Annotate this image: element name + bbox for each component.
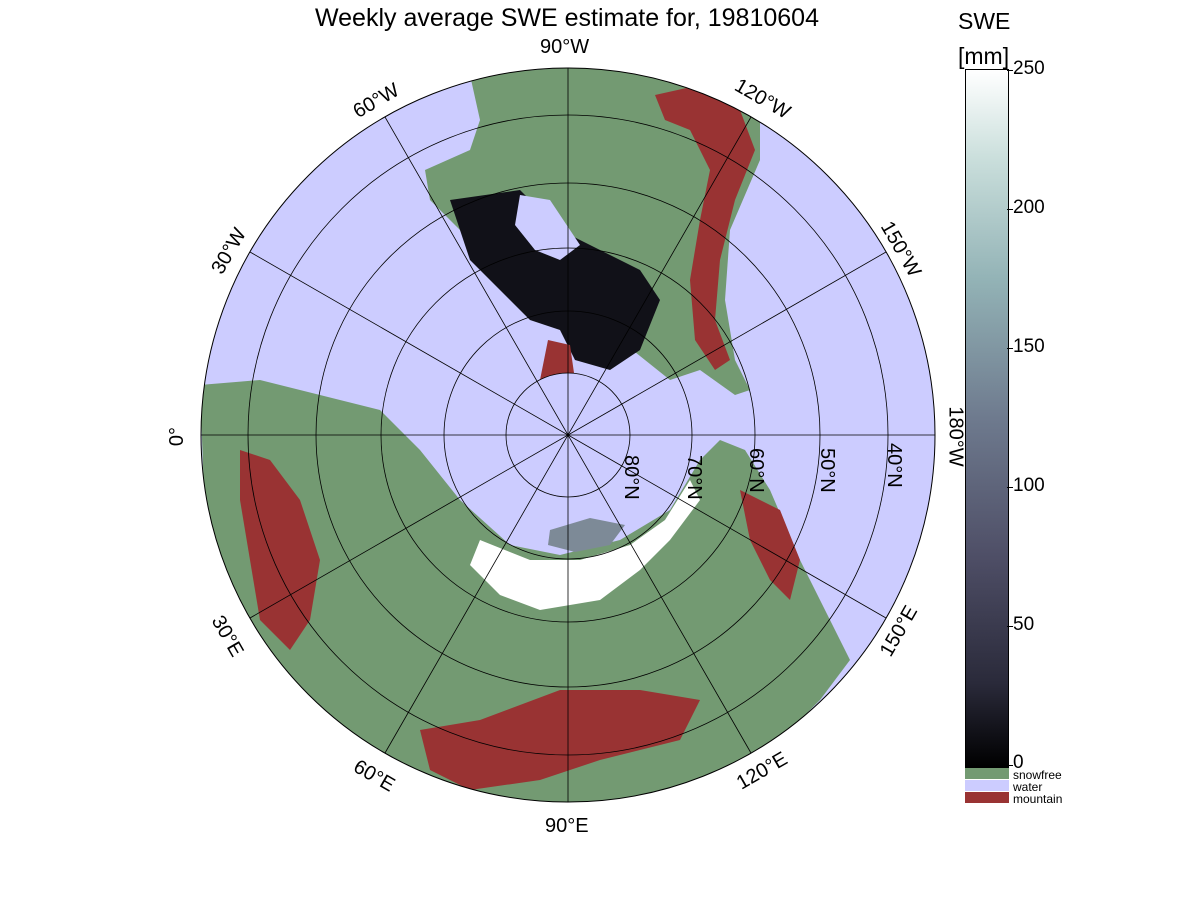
colorbar-tick-250: 250 [1013,58,1045,79]
arctic-archipelago-lowswe [450,190,660,370]
colorbar-title: SWE [mm] [958,4,1010,74]
colorbar-tick-100: 100 [1013,475,1045,496]
lon-label-90e: 90°E [545,815,589,837]
colorbar-title-line1: SWE [958,8,1011,34]
meridians [201,68,935,802]
europe-mountain [240,450,320,650]
lat-label-70n: 70°N [683,455,705,500]
hudson-bay [515,195,580,260]
legend-swatch-mountain [965,792,1009,803]
rockies-mountain [655,85,755,370]
siberia-snow [470,480,700,610]
colorbar-tick-0: 0 [1013,752,1024,773]
legend-swatch-snowfree [965,768,1009,779]
legend-label-water: water [1013,780,1043,794]
legend-swatch-water [965,780,1009,791]
fareast-mountain [740,490,800,600]
colorbar-tickmark-250 [1007,70,1013,71]
colorbar-tick-200: 200 [1013,197,1045,218]
colorbar [965,69,1009,768]
colorbar-tick-50: 50 [1013,614,1035,635]
colorbar-tickmark-150 [1007,348,1013,349]
colorbar-title-line2: [mm] [958,43,1010,69]
legend-label-mountain: mountain [1013,792,1063,806]
legend-label-snowfree: snowfree [1013,768,1062,782]
map-border [200,67,936,803]
central-asia-mountain [420,690,700,790]
map-title: Weekly average SWE estimate for, 1981060… [315,4,819,32]
colorbar-tickmark-200 [1007,209,1013,210]
meridian-150 [249,251,887,619]
lat-label-40n: 40°N [883,443,905,488]
colorbar-tickmark-100 [1007,487,1013,488]
polar-map: 90°W 120°W 150°W 180°W 60°W 30°W 0° 30°E… [166,36,967,837]
taymyr-snow [548,518,625,552]
north-america-landmass [425,68,760,395]
lon-label-180w: 180°W [944,406,967,467]
polar-map-svg [200,67,936,803]
lat-label-60n: 60°N [745,448,767,493]
lat-label-50n: 50°N [816,448,838,493]
colorbar-tickmark-50 [1007,626,1013,627]
colorbar-tickmark-0 [1007,765,1013,766]
lon-label-0: 0° [166,426,189,447]
lat-label-80n: 80°N [620,455,642,500]
lon-label-90w: 90°W [540,36,590,58]
colorbar-tick-150: 150 [1013,336,1045,357]
